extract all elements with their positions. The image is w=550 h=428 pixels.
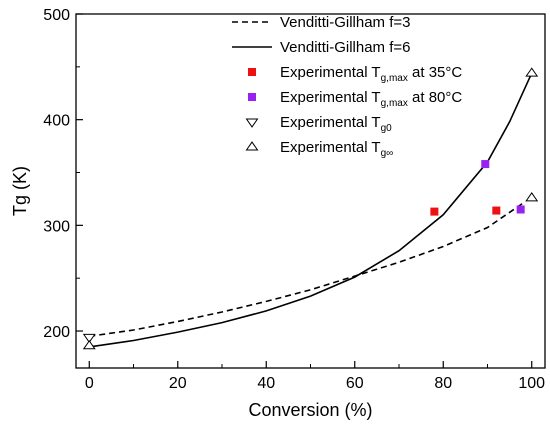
- legend-label: Venditti-Gillham f=3: [280, 14, 410, 31]
- y-tick-label: 500: [43, 7, 70, 24]
- y-axis-title: Tg (K): [10, 166, 30, 216]
- series-lines: [89, 72, 533, 348]
- data-point-triangle-up: [525, 67, 539, 77]
- x-axis-title: Conversion (%): [248, 400, 372, 420]
- y-tick-label: 300: [43, 218, 70, 235]
- y-tick-label: 400: [43, 113, 70, 130]
- legend-label: Experimental Tg,max at 80°C: [280, 89, 462, 109]
- data-point-square: [430, 207, 439, 216]
- legend-label: Experimental Tg∞: [280, 139, 393, 159]
- data-point-triangle-down: [82, 333, 96, 344]
- data-markers: [82, 67, 539, 350]
- data-point-triangle-up: [82, 339, 96, 350]
- data-point-square: [481, 160, 490, 169]
- data-point-square: [516, 205, 525, 214]
- x-tick-label: 0: [85, 375, 94, 392]
- legend: Venditti-Gillham f=3 Venditti-Gillham f=6…: [232, 14, 462, 159]
- legend-label: Experimental Tg0: [280, 114, 392, 134]
- legend-swatch-triangle-down: [245, 118, 259, 128]
- legend-swatch-square: [248, 93, 256, 101]
- data-point-triangle-up: [525, 192, 539, 202]
- x-tick-label: 40: [257, 375, 275, 392]
- legend-swatch-square: [248, 68, 256, 76]
- data-point-square: [492, 206, 501, 215]
- legend-swatch-triangle-up: [245, 141, 259, 151]
- x-tick-label: 80: [434, 375, 452, 392]
- legend-label: Experimental Tg,max at 35°C: [280, 64, 462, 84]
- legend-label: Venditti-Gillham f=6: [280, 39, 410, 56]
- axis-ticks: 0 20 40 60 80 100 200 300 400 500: [43, 7, 545, 392]
- x-tick-label: 100: [518, 375, 545, 392]
- series-line-f6: [89, 72, 533, 348]
- series-line-f3: [89, 202, 524, 338]
- x-tick-label: 60: [346, 375, 364, 392]
- x-tick-label: 20: [169, 375, 187, 392]
- y-tick-label: 200: [43, 324, 70, 341]
